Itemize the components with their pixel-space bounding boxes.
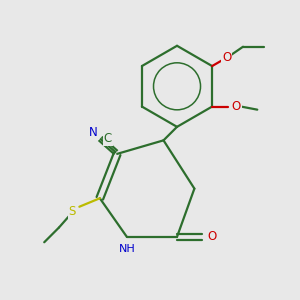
Text: S: S [69,205,76,218]
Text: O: O [232,100,241,113]
Text: O: O [222,51,231,64]
Text: N: N [89,126,98,139]
Text: NH: NH [118,244,135,254]
Text: O: O [207,230,216,243]
Text: C: C [104,132,112,145]
